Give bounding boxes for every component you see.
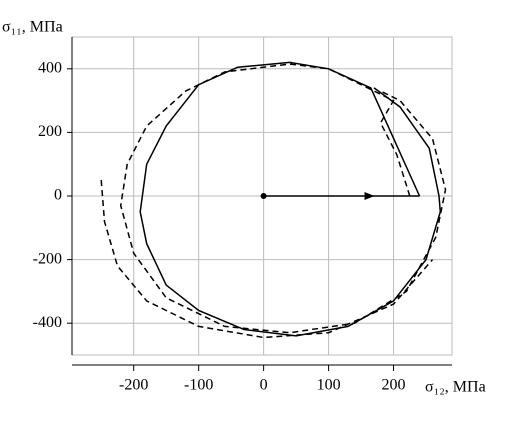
arrowhead xyxy=(364,192,375,200)
y-tick-label: 0 xyxy=(54,187,62,204)
origin-dot xyxy=(260,193,267,199)
x-tick-label: -100 xyxy=(184,377,213,394)
y-tick-label: -200 xyxy=(33,250,62,267)
y-tick-label: 200 xyxy=(38,123,62,140)
y-tick-label: -400 xyxy=(33,314,62,331)
x-tick-label: 100 xyxy=(317,377,341,394)
x-tick-label: 0 xyxy=(260,377,268,394)
series-line xyxy=(119,63,447,334)
x-tick-label: 200 xyxy=(382,377,406,394)
y-axis-label: σ₁₁, МПа xyxy=(2,19,63,36)
series-line xyxy=(100,180,434,339)
x-axis-label: σ₁₂, МПа xyxy=(425,379,486,396)
x-tick-label: -200 xyxy=(119,377,148,394)
y-tick-label: 400 xyxy=(38,59,62,76)
series-line xyxy=(139,61,442,337)
